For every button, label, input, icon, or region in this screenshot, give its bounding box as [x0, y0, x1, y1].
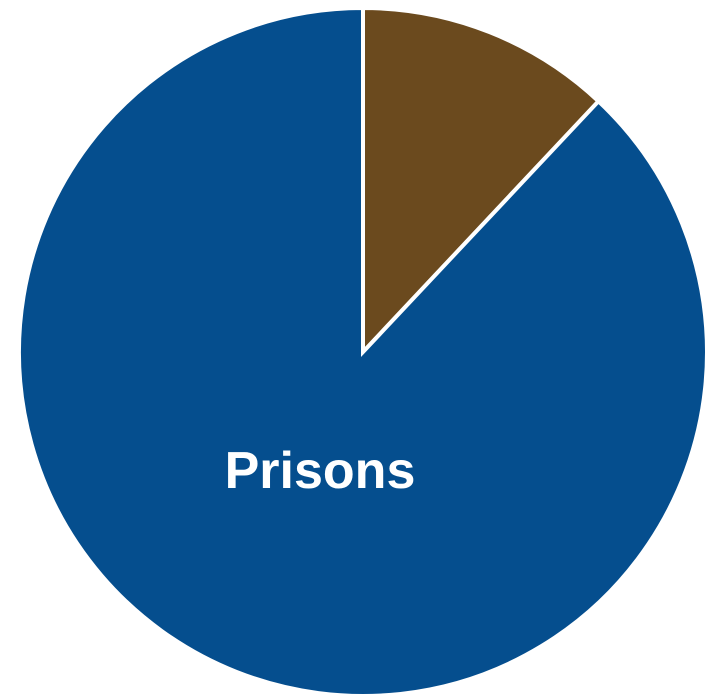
pie-slice: [361, 5, 602, 358]
slice-label: Prisons: [225, 442, 416, 500]
pie-slice: [17, 5, 709, 697]
